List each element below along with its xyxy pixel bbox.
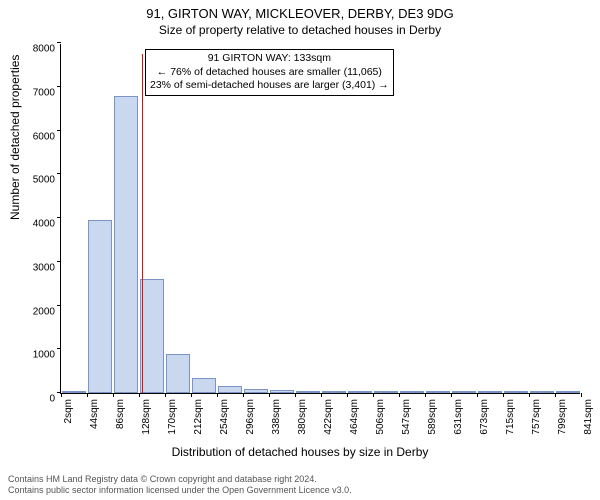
histogram-bar (478, 391, 502, 393)
x-tick-label: 631sqm (453, 399, 464, 435)
annotation-box: 91 GIRTON WAY: 133sqm← 76% of detached h… (145, 49, 394, 96)
x-tick-mark (581, 393, 582, 397)
histogram-bar (244, 389, 268, 393)
y-tick-mark (57, 348, 61, 349)
property-marker-line (142, 54, 143, 394)
annotation-line: 23% of semi-detached houses are larger (… (150, 79, 389, 93)
x-tick-mark (87, 393, 88, 397)
histogram-bar (166, 354, 190, 393)
chart-container: 91, GIRTON WAY, MICKLEOVER, DERBY, DE3 9… (0, 0, 600, 500)
plot-area: 91 GIRTON WAY: 133sqm← 76% of detached h… (60, 44, 580, 394)
x-tick-label: 296sqm (245, 399, 256, 435)
histogram-bar (88, 220, 112, 393)
x-tick-label: 86sqm (115, 399, 126, 429)
histogram-bar (140, 279, 164, 393)
y-tick-mark (57, 130, 61, 131)
y-tick-label: 7000 (33, 87, 61, 98)
y-tick-label: 2000 (33, 306, 61, 317)
x-tick-label: 422sqm (323, 399, 334, 435)
footer-attribution: Contains HM Land Registry data © Crown c… (8, 474, 352, 496)
histogram-bar (504, 391, 528, 393)
x-tick-label: 506sqm (375, 399, 386, 435)
chart-title-sub: Size of property relative to detached ho… (0, 21, 600, 37)
chart-title-main: 91, GIRTON WAY, MICKLEOVER, DERBY, DE3 9… (0, 0, 600, 21)
y-tick-mark (57, 305, 61, 306)
x-tick-mark (165, 393, 166, 397)
x-tick-label: 547sqm (401, 399, 412, 435)
histogram-bar (296, 391, 320, 393)
y-tick-mark (57, 42, 61, 43)
y-tick-label: 1000 (33, 350, 61, 361)
x-tick-label: 380sqm (297, 399, 308, 435)
x-tick-mark (425, 393, 426, 397)
footer-line2: Contains public sector information licen… (8, 485, 352, 496)
y-tick-mark (57, 261, 61, 262)
x-tick-mark (295, 393, 296, 397)
x-tick-label: 2sqm (63, 399, 74, 423)
x-tick-mark (555, 393, 556, 397)
y-tick-mark (57, 173, 61, 174)
annotation-line: 91 GIRTON WAY: 133sqm (150, 52, 389, 66)
x-tick-label: 212sqm (193, 399, 204, 435)
footer-line1: Contains HM Land Registry data © Crown c… (8, 474, 352, 485)
y-tick-label: 5000 (33, 175, 61, 186)
annotation-line: ← 76% of detached houses are smaller (11… (150, 66, 389, 80)
x-tick-mark (243, 393, 244, 397)
x-tick-mark (61, 393, 62, 397)
x-tick-label: 464sqm (349, 399, 360, 435)
y-tick-mark (57, 217, 61, 218)
y-tick-label: 8000 (33, 44, 61, 55)
x-tick-label: 338sqm (271, 399, 282, 435)
y-tick-label: 4000 (33, 219, 61, 230)
x-tick-mark (191, 393, 192, 397)
y-axis-label: Number of detached properties (8, 55, 22, 220)
x-tick-mark (321, 393, 322, 397)
x-tick-label: 841sqm (583, 399, 594, 435)
x-tick-label: 673sqm (479, 399, 490, 435)
x-tick-label: 799sqm (557, 399, 568, 435)
histogram-bar (374, 391, 398, 393)
x-tick-label: 254sqm (219, 399, 230, 435)
x-tick-mark (113, 393, 114, 397)
histogram-bar (62, 391, 86, 393)
x-tick-label: 757sqm (531, 399, 542, 435)
y-tick-label: 3000 (33, 262, 61, 273)
x-tick-mark (503, 393, 504, 397)
x-tick-mark (269, 393, 270, 397)
x-tick-label: 589sqm (427, 399, 438, 435)
x-tick-mark (217, 393, 218, 397)
x-tick-mark (139, 393, 140, 397)
histogram-bar (270, 390, 294, 393)
x-tick-mark (399, 393, 400, 397)
histogram-bar (348, 391, 372, 393)
histogram-bar (192, 378, 216, 393)
x-tick-label: 44sqm (89, 399, 100, 429)
x-tick-mark (347, 393, 348, 397)
histogram-bar (556, 391, 580, 393)
histogram-bar (426, 391, 450, 393)
histogram-bar (400, 391, 424, 393)
x-tick-mark (373, 393, 374, 397)
histogram-bar (452, 391, 476, 393)
histogram-bar (530, 391, 554, 393)
histogram-bar (114, 96, 138, 394)
y-tick-label: 0 (49, 394, 61, 405)
y-tick-label: 6000 (33, 131, 61, 142)
x-tick-mark (451, 393, 452, 397)
x-tick-mark (477, 393, 478, 397)
x-axis-label: Distribution of detached houses by size … (0, 445, 600, 459)
y-tick-mark (57, 86, 61, 87)
histogram-bar (322, 391, 346, 393)
x-tick-label: 170sqm (167, 399, 178, 435)
x-tick-mark (529, 393, 530, 397)
x-tick-label: 715sqm (505, 399, 516, 435)
x-tick-label: 128sqm (141, 399, 152, 435)
histogram-bar (218, 386, 242, 393)
